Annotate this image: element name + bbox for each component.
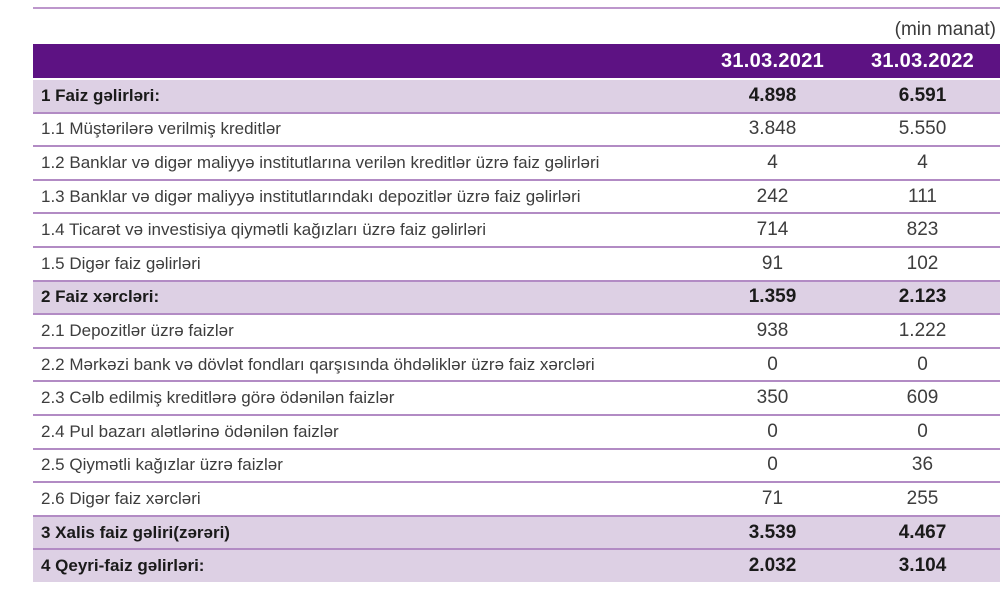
table-header: 31.03.2021 31.03.2022	[33, 44, 1000, 80]
table-row: 3 Xalis faiz gəliri(zərəri) 3.539 4.467	[33, 514, 1000, 550]
row-value-2021: 0	[700, 413, 845, 449]
table-row: 1.5 Digər faiz gəlirləri 91 102	[33, 245, 1000, 281]
row-label: 2.1 Depozitlər üzrə faizlər	[33, 313, 700, 348]
row-label: 1.5 Digər faiz gəlirləri	[33, 245, 700, 281]
header-date-2022: 31.03.2022	[845, 44, 1000, 80]
row-label: 2.5 Qiymətli kağızlar üzrə faizlər	[33, 447, 700, 483]
row-label: 2.4 Pul bazarı alətlərinə ödənilən faizl…	[33, 413, 700, 449]
table-header-row: 31.03.2021 31.03.2022	[33, 44, 1000, 80]
row-value-2021: 3.539	[700, 514, 845, 550]
row-value-2021: 4.898	[700, 78, 845, 113]
row-value-2021: 91	[700, 245, 845, 281]
row-value-2021: 242	[700, 178, 845, 214]
row-value-2021: 71	[700, 481, 845, 516]
row-value-2022: 111	[845, 178, 1000, 214]
table-row: 1.1 Müştərilərə verilmiş kreditlər 3.848 5…	[33, 111, 1000, 147]
row-value-2021: 0	[700, 346, 845, 382]
table-row: 2.4 Pul bazarı alətlərinə ödənilən faizl…	[33, 413, 1000, 449]
table-body: 1 Faiz gəlirləri: 4.898 6.591 1.1 Müştərilə…	[33, 78, 1000, 582]
row-value-2022: 1.222	[845, 313, 1000, 348]
row-value-2022: 3.104	[845, 548, 1000, 582]
row-value-2022: 823	[845, 212, 1000, 247]
table-sheet: (min manat) 31.03.2021 31.03.2022 1 Faiz…	[33, 0, 1000, 582]
table-row: 2.5 Qiymətli kağızlar üzrə faizlər 0 36	[33, 447, 1000, 483]
table-row: 2.2 Mərkəzi bank və dövlət fondları qarş…	[33, 346, 1000, 382]
row-value-2021: 4	[700, 145, 845, 180]
row-value-2022: 0	[845, 346, 1000, 382]
row-label: 4 Qeyri-faiz gəlirləri:	[33, 548, 700, 582]
row-label: 2 Faiz xərcləri:	[33, 279, 700, 315]
row-value-2021: 938	[700, 313, 845, 348]
header-spacer-cell	[33, 44, 700, 80]
row-value-2022: 2.123	[845, 279, 1000, 315]
row-value-2021: 350	[700, 380, 845, 415]
row-label: 1.4 Ticarət və investisiya qiymətli kağı…	[33, 212, 700, 247]
row-value-2022: 4	[845, 145, 1000, 180]
row-value-2021: 714	[700, 212, 845, 247]
table-row: 2.1 Depozitlər üzrə faizlər 938 1.222	[33, 313, 1000, 348]
table-row: 1.3 Banklar və digər maliyyə institutlar…	[33, 178, 1000, 214]
table-row: 4 Qeyri-faiz gəlirləri: 2.032 3.104	[33, 548, 1000, 582]
table-row: 2 Faiz xərcləri: 1.359 2.123	[33, 279, 1000, 315]
row-label: 3 Xalis faiz gəliri(zərəri)	[33, 514, 700, 550]
row-value-2022: 102	[845, 245, 1000, 281]
row-label: 1.2 Banklar və digər maliyyə institutlar…	[33, 145, 700, 180]
row-value-2021: 2.032	[700, 548, 845, 582]
interest-income-table: 31.03.2021 31.03.2022 1 Faiz gəlirləri: 4…	[33, 44, 1000, 582]
row-value-2021: 3.848	[700, 111, 845, 147]
row-value-2021: 1.359	[700, 279, 845, 315]
row-value-2022: 5.550	[845, 111, 1000, 147]
row-label: 2.2 Mərkəzi bank və dövlət fondları qarş…	[33, 346, 700, 382]
row-value-2022: 0	[845, 413, 1000, 449]
row-value-2022: 36	[845, 447, 1000, 483]
row-value-2022: 609	[845, 380, 1000, 415]
unit-note: (min manat)	[894, 19, 996, 40]
row-label: 2.3 Cəlb edilmiş kreditlərə görə ödənilə…	[33, 380, 700, 415]
table-row: 2.3 Cəlb edilmiş kreditlərə görə ödənilə…	[33, 380, 1000, 415]
row-value-2022: 6.591	[845, 78, 1000, 113]
table-row: 1.4 Ticarət və investisiya qiymətli kağı…	[33, 212, 1000, 247]
table-row: 1.2 Banklar və digər maliyyə institutlar…	[33, 145, 1000, 180]
row-label: 1.1 Müştərilərə verilmiş kreditlər	[33, 111, 700, 147]
row-label: 2.6 Digər faiz xərcləri	[33, 481, 700, 516]
row-label: 1 Faiz gəlirləri:	[33, 78, 700, 113]
top-divider-rule	[33, 7, 1000, 9]
table-row: 2.6 Digər faiz xərcləri 71 255	[33, 481, 1000, 516]
table-row: 1 Faiz gəlirləri: 4.898 6.591	[33, 78, 1000, 113]
header-date-2021: 31.03.2021	[700, 44, 845, 80]
row-label: 1.3 Banklar və digər maliyyə institutlar…	[33, 178, 700, 214]
row-value-2022: 4.467	[845, 514, 1000, 550]
row-value-2021: 0	[700, 447, 845, 483]
row-value-2022: 255	[845, 481, 1000, 516]
